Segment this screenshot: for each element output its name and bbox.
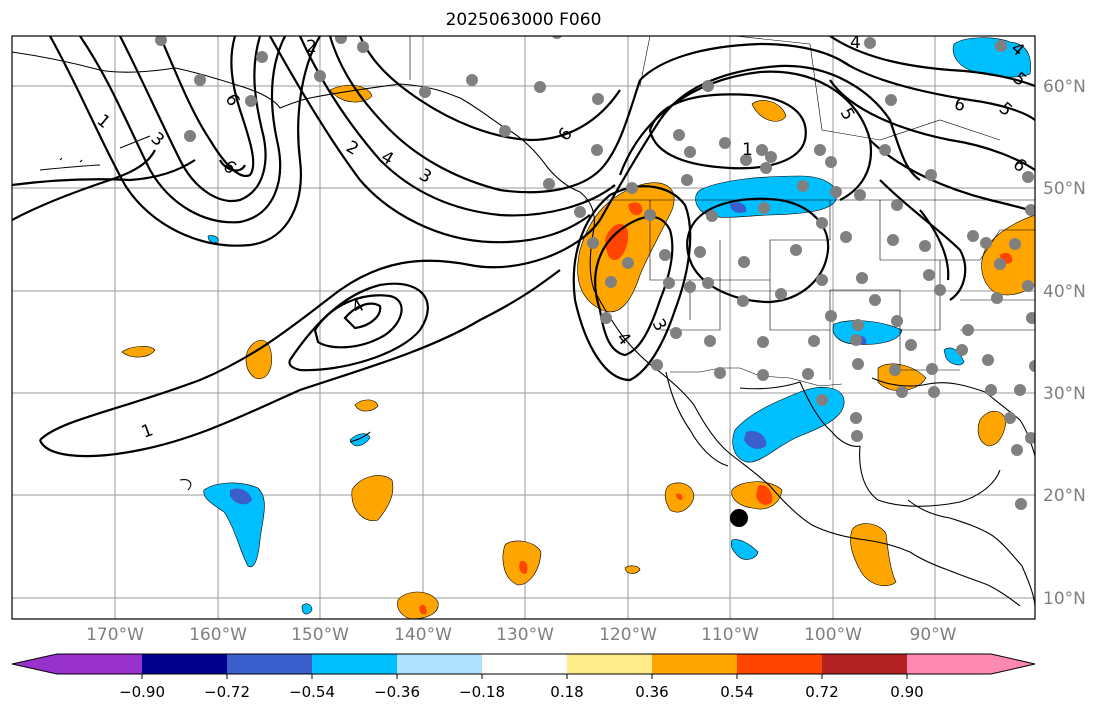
longitude-label: 100°W [804, 625, 862, 645]
contour-label: 2 [306, 37, 317, 57]
colorbar-tick-label: −0.18 [459, 683, 505, 701]
colorbar-tick-label: 0.54 [720, 683, 754, 701]
colorbar-tick-label: 0.18 [550, 683, 584, 701]
colorbar [11, 653, 1036, 679]
colorbar-tick-label: 0.72 [805, 683, 839, 701]
longitude-label: 130°W [496, 625, 554, 645]
longitude-label: 170°W [86, 625, 144, 645]
longitude-label: 90°W [909, 625, 957, 645]
colorbar-high-extend [991, 654, 1035, 674]
longitude-label: 160°W [189, 625, 247, 645]
latitude-label: 40°N [1043, 282, 1086, 302]
latitude-label: 60°N [1043, 77, 1086, 97]
colorbar-low-extend [12, 654, 57, 674]
longitude-label: 140°W [394, 625, 452, 645]
map-title: 2025063000 F060 [445, 10, 602, 30]
colorbar-tick-label: 0.90 [890, 683, 924, 701]
contour-label: 4 [850, 33, 861, 53]
colorbar-tick-label: −0.36 [374, 683, 420, 701]
latitude-label: 50°N [1043, 179, 1086, 199]
colorbar-tick-label: 0.36 [635, 683, 669, 701]
map-frame [11, 35, 1036, 620]
colorbar-tick-label: −0.72 [204, 683, 250, 701]
longitude-label: 110°W [701, 625, 759, 645]
latitude-label: 10°N [1043, 589, 1086, 609]
colorbar-tick-label: −0.90 [119, 683, 165, 701]
latitude-label: 20°N [1043, 486, 1086, 506]
contour-label: 1 [742, 140, 753, 160]
coastlines [12, 51, 1035, 607]
station-markers [155, 36, 1035, 510]
contour-lines [12, 36, 1035, 458]
longitude-label: 120°W [599, 625, 657, 645]
longitude-label: 150°W [291, 625, 349, 645]
position-marker [730, 509, 748, 527]
latitude-label: 30°N [1043, 384, 1086, 404]
colorbar-tick-label: −0.54 [289, 683, 335, 701]
